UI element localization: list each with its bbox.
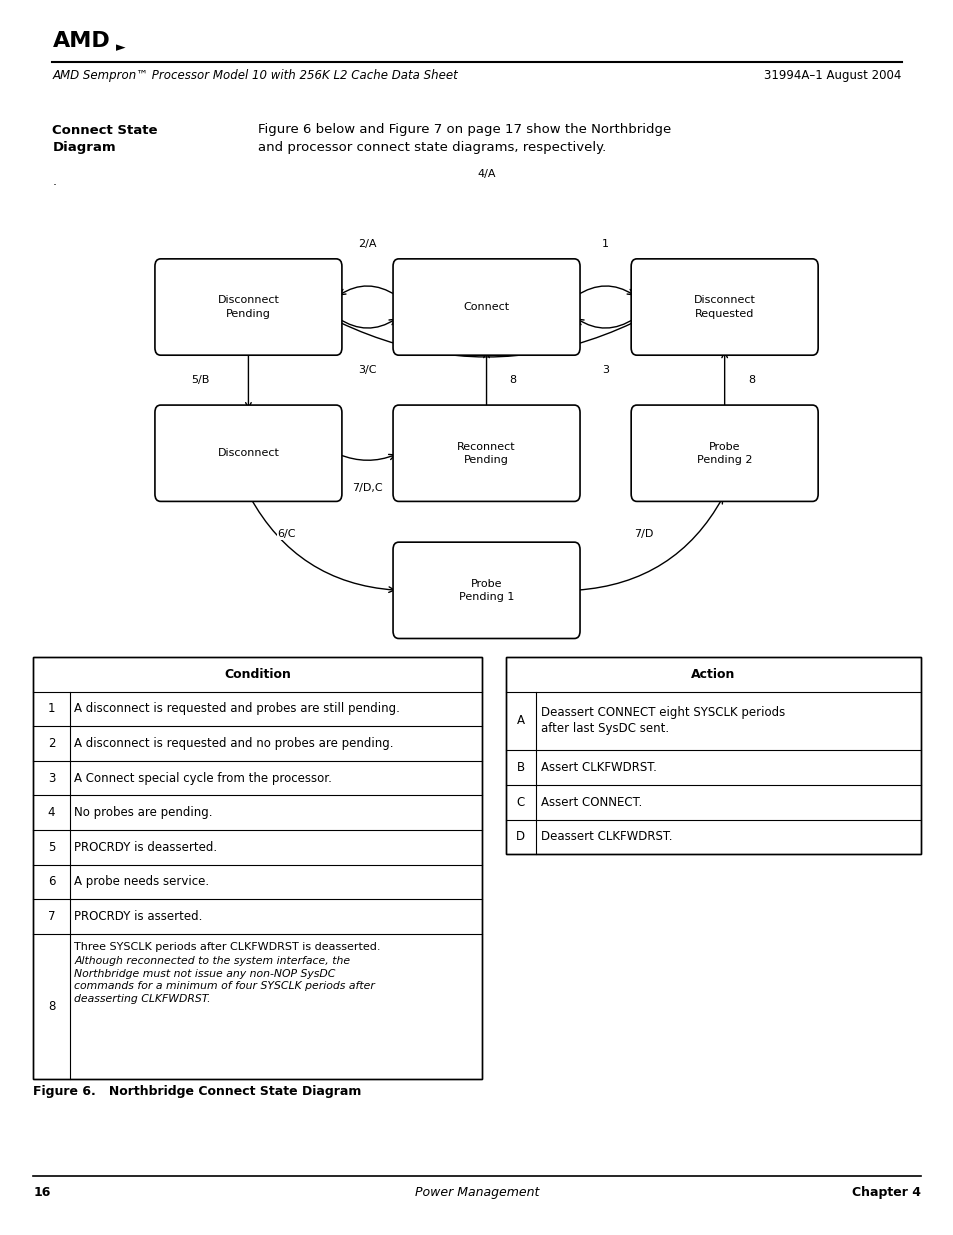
Text: 1: 1 <box>48 703 55 715</box>
Text: Connect State
Diagram: Connect State Diagram <box>52 124 158 154</box>
Text: 31994A–1 August 2004: 31994A–1 August 2004 <box>763 69 901 83</box>
Text: 4/A: 4/A <box>476 169 496 179</box>
FancyBboxPatch shape <box>631 405 818 501</box>
Text: A probe needs service.: A probe needs service. <box>74 876 210 888</box>
FancyBboxPatch shape <box>154 259 341 356</box>
Text: 6: 6 <box>48 876 55 888</box>
Text: Chapter 4: Chapter 4 <box>851 1186 920 1199</box>
Text: Probe
Pending 2: Probe Pending 2 <box>697 442 752 464</box>
Text: Figure 6 below and Figure 7 on page 17 show the Northbridge
and processor connec: Figure 6 below and Figure 7 on page 17 s… <box>257 124 670 154</box>
FancyBboxPatch shape <box>393 405 579 501</box>
Text: ►: ► <box>116 41 126 54</box>
Text: Probe
Pending 1: Probe Pending 1 <box>458 579 514 601</box>
FancyBboxPatch shape <box>631 259 818 356</box>
Text: Connect: Connect <box>463 303 509 312</box>
Bar <box>33 657 481 1079</box>
Text: 5/B: 5/B <box>192 375 210 385</box>
Text: 8: 8 <box>747 375 754 385</box>
Bar <box>33 657 481 1079</box>
Text: Assert CONNECT.: Assert CONNECT. <box>540 795 641 809</box>
Text: A: A <box>517 715 524 727</box>
Text: Assert CLKFWDRST.: Assert CLKFWDRST. <box>540 761 656 774</box>
Text: 4: 4 <box>48 806 55 819</box>
Text: 8: 8 <box>509 375 517 385</box>
Text: 3: 3 <box>48 772 55 784</box>
FancyBboxPatch shape <box>393 542 579 638</box>
Text: 5: 5 <box>48 841 55 853</box>
Text: Condition: Condition <box>224 668 291 680</box>
Bar <box>505 657 920 855</box>
Text: Three SYSCLK periods after CLKFWDRST is deasserted.: Three SYSCLK periods after CLKFWDRST is … <box>74 942 380 952</box>
Text: Figure 6.   Northbridge Connect State Diagram: Figure 6. Northbridge Connect State Diag… <box>33 1086 361 1098</box>
Text: 3/C: 3/C <box>358 366 376 375</box>
Text: Action: Action <box>690 668 735 680</box>
Text: 2/A: 2/A <box>358 240 376 249</box>
Text: Reconnect
Pending: Reconnect Pending <box>456 442 516 464</box>
Text: Power Management: Power Management <box>415 1186 538 1199</box>
Text: D: D <box>516 830 525 844</box>
Text: Although reconnected to the system interface, the
Northbridge must not issue any: Although reconnected to the system inter… <box>74 956 375 1004</box>
Text: Deassert CONNECT eight SYSCLK periods
after last SysDC sent.: Deassert CONNECT eight SYSCLK periods af… <box>540 706 784 736</box>
Text: No probes are pending.: No probes are pending. <box>74 806 213 819</box>
Text: 6/C: 6/C <box>277 529 295 540</box>
Text: 7/D: 7/D <box>634 529 653 540</box>
Text: 7/D,C: 7/D,C <box>352 483 382 493</box>
Text: Deassert CLKFWDRST.: Deassert CLKFWDRST. <box>540 830 672 844</box>
FancyBboxPatch shape <box>393 259 579 356</box>
Text: 7: 7 <box>48 910 55 923</box>
Text: AMD: AMD <box>52 31 111 51</box>
Text: 8: 8 <box>48 1000 55 1013</box>
Text: C: C <box>517 795 524 809</box>
Text: Disconnect
Requested: Disconnect Requested <box>693 295 755 319</box>
Text: 16: 16 <box>33 1186 51 1199</box>
Text: Disconnect
Pending: Disconnect Pending <box>217 295 279 319</box>
Text: 1: 1 <box>601 240 608 249</box>
Text: A disconnect is requested and probes are still pending.: A disconnect is requested and probes are… <box>74 703 400 715</box>
Bar <box>505 657 920 855</box>
Text: A Connect special cycle from the processor.: A Connect special cycle from the process… <box>74 772 332 784</box>
Text: PROCRDY is asserted.: PROCRDY is asserted. <box>74 910 203 923</box>
Text: 3: 3 <box>601 366 608 375</box>
Text: AMD Sempron™ Processor Model 10 with 256K L2 Cache Data Sheet: AMD Sempron™ Processor Model 10 with 256… <box>52 69 457 83</box>
Text: .: . <box>52 175 56 189</box>
Text: 2: 2 <box>48 737 55 750</box>
Text: B: B <box>517 761 524 774</box>
FancyBboxPatch shape <box>154 405 341 501</box>
Text: Disconnect: Disconnect <box>217 448 279 458</box>
Text: PROCRDY is deasserted.: PROCRDY is deasserted. <box>74 841 217 853</box>
Text: A disconnect is requested and no probes are pending.: A disconnect is requested and no probes … <box>74 737 394 750</box>
